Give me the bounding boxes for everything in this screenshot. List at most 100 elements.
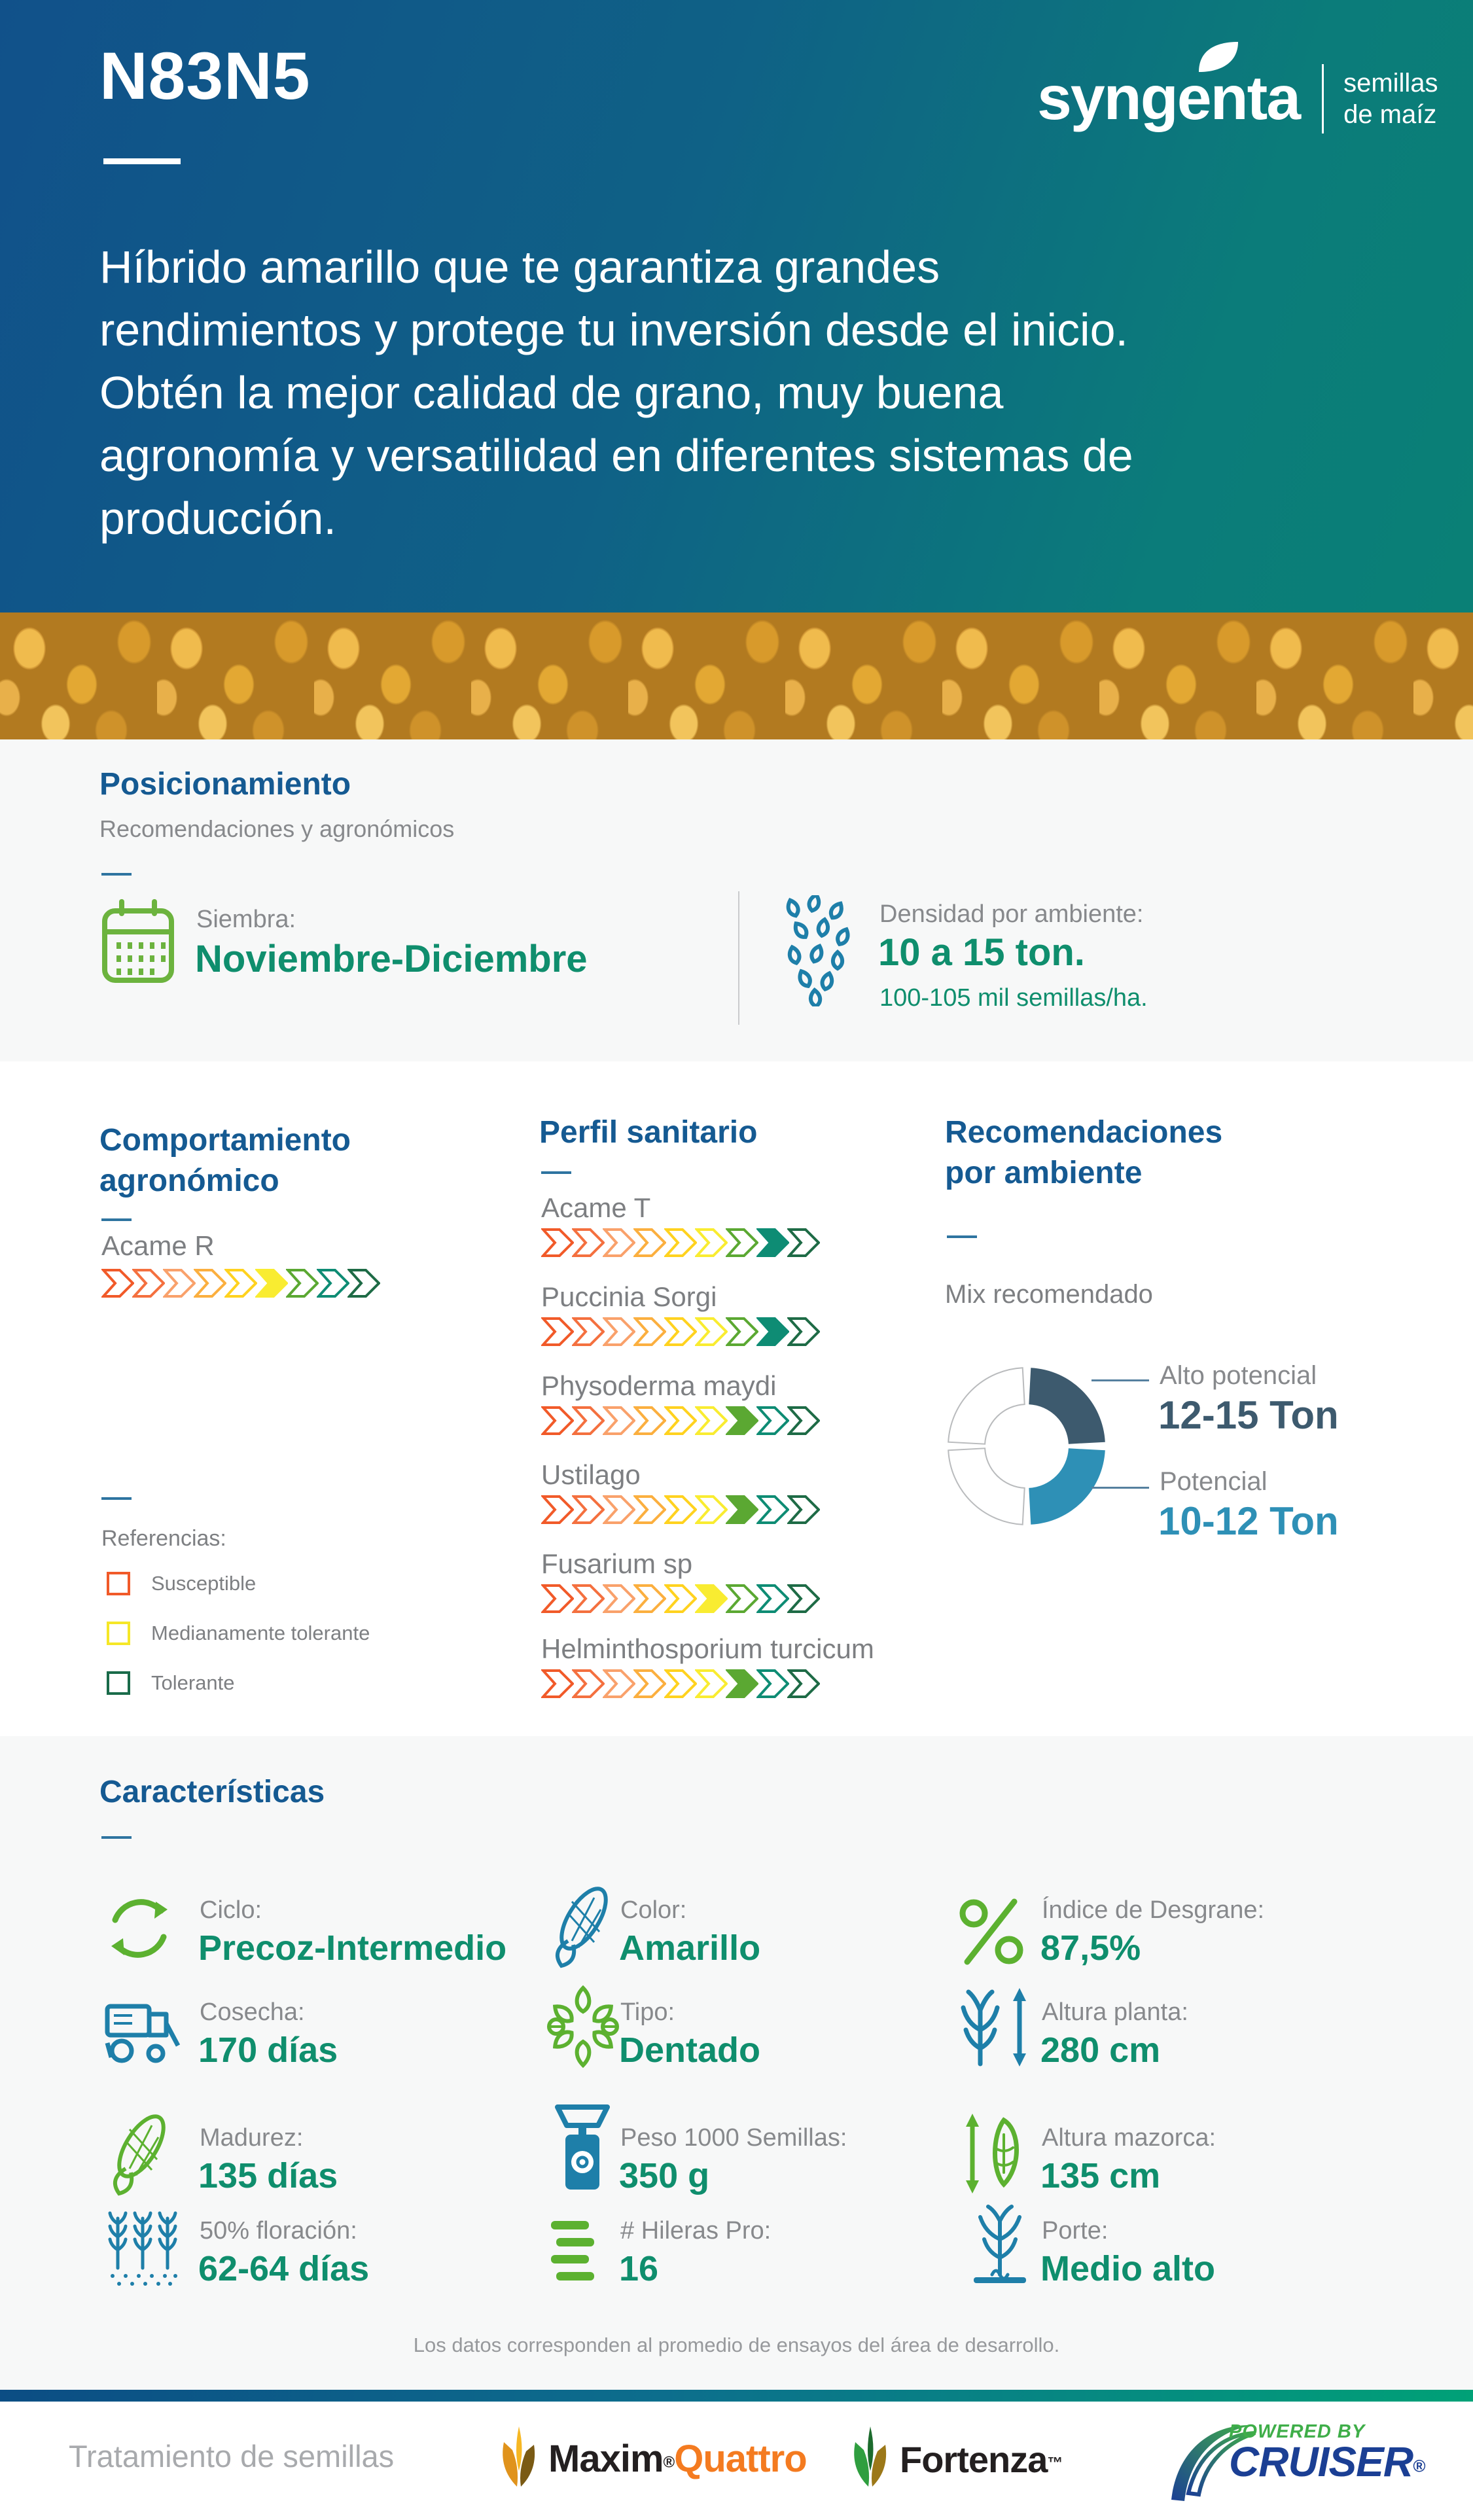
corn-cob-icon	[113, 2114, 166, 2196]
cruiser-text: CRUISER	[1229, 2438, 1413, 2485]
feature-label: # Hileras Pro:	[620, 2217, 772, 2245]
comportamiento-title: Comportamiento agronómico	[99, 1120, 351, 1201]
perfil-title: Perfil sanitario	[539, 1115, 758, 1150]
powered-by-text: POWERED BY	[1229, 2421, 1366, 2442]
chevron-icon	[101, 1269, 134, 1298]
rating-scale	[101, 1268, 380, 1298]
feature-label: 50% floración:	[200, 2217, 357, 2245]
percent-icon	[959, 1898, 1023, 1965]
chevron-icon	[603, 1584, 635, 1613]
feature-label: Porte:	[1042, 2217, 1109, 2245]
chevron-icon	[317, 1269, 349, 1298]
column-divider	[738, 891, 739, 1025]
harvester-icon	[105, 2004, 181, 2063]
cruiser-swoosh-icon	[1171, 2424, 1256, 2501]
chevron-icon	[695, 1495, 728, 1524]
alto-potencial-value: 12-15 Ton	[1158, 1393, 1339, 1437]
feature-label: Madurez:	[200, 2124, 304, 2152]
section-rule	[101, 1218, 132, 1221]
section-rule	[541, 1171, 571, 1174]
chevron-icon	[255, 1269, 288, 1298]
mix-label: Mix recomendado	[945, 1280, 1153, 1309]
chevron-icon	[347, 1269, 380, 1298]
seed-flower-icon	[547, 1985, 619, 2068]
flowering-icon	[108, 2211, 177, 2286]
feature-value: Precoz-Intermedio	[198, 1928, 507, 1968]
chevron-icon	[664, 1584, 697, 1613]
chevron-icon	[756, 1584, 789, 1613]
section-rule	[101, 1497, 132, 1500]
chevron-icon	[572, 1669, 605, 1698]
disease-name: Physoderma maydi	[541, 1370, 777, 1401]
chevron-icon	[726, 1669, 758, 1698]
scale-icon	[555, 2104, 610, 2190]
chevron-icon	[726, 1317, 758, 1346]
chevron-icon	[194, 1269, 226, 1298]
chevron-icon	[756, 1228, 789, 1257]
chevron-icon	[756, 1669, 789, 1698]
feature-label: Altura mazorca:	[1042, 2124, 1216, 2152]
feature-label: Peso 1000 Semillas:	[620, 2124, 847, 2152]
cycle-icon	[111, 1899, 168, 1958]
chevron-icon	[695, 1317, 728, 1346]
description-line: producción.	[99, 493, 336, 544]
chevron-icon	[664, 1495, 697, 1524]
chevron-icon	[224, 1269, 257, 1298]
maxim-text: Maxim	[548, 2438, 664, 2480]
donut-slice-empty	[948, 1367, 1025, 1445]
rating-scale	[541, 1669, 820, 1699]
densidad-label: Densidad por ambiente:	[879, 900, 1144, 928]
fortenza-tm-mark: ™	[1047, 2454, 1063, 2472]
chevron-icon	[726, 1228, 758, 1257]
feature-value: Dentado	[619, 2031, 760, 2070]
legend-swatch	[107, 1671, 130, 1695]
description-line: Obtén la mejor calidad de grano, muy bue…	[99, 367, 1004, 418]
legend-item-susceptible: Susceptible	[107, 1572, 256, 1595]
maxim-quattro-wordmark: Maxim®Quattro	[548, 2437, 807, 2481]
densidad-value: 10 a 15 ton.	[878, 931, 1085, 974]
feature-value: 87,5%	[1040, 1928, 1141, 1968]
maxim-registered-mark: ®	[663, 2453, 675, 2472]
rating-scale	[541, 1317, 820, 1347]
chevron-icon	[633, 1669, 666, 1698]
chevron-icon	[572, 1228, 605, 1257]
chevron-icon	[633, 1584, 666, 1613]
logo-divider	[1322, 63, 1324, 133]
chevron-icon	[726, 1584, 758, 1613]
disease-name: Fusarium sp	[541, 1548, 693, 1579]
disease-name: Helminthosporium turcicum	[541, 1633, 874, 1664]
feature-label: Cosecha:	[200, 1998, 305, 2026]
chevron-icon	[787, 1495, 820, 1524]
recomendaciones-title-line2: por ambiente	[945, 1156, 1143, 1190]
chevron-icon	[664, 1406, 697, 1435]
potencial-label: Potencial	[1160, 1467, 1268, 1496]
chevron-icon	[572, 1317, 605, 1346]
hero-banner: N83N5 syngenta semillas de maíz Híbrido …	[0, 0, 1473, 612]
product-description: Híbrido amarillo que te garantiza grande…	[99, 236, 1146, 550]
footer-label: Tratamiento de semillas	[69, 2439, 395, 2474]
plant-height-icon	[961, 1988, 1026, 2067]
chevron-icon	[603, 1317, 635, 1346]
rating-scale	[541, 1584, 820, 1614]
chevron-icon	[787, 1584, 820, 1613]
cruiser-registered-mark: ®	[1413, 2456, 1425, 2476]
chevron-icon	[603, 1669, 635, 1698]
chevron-icon	[163, 1269, 196, 1298]
legend-swatch	[107, 1622, 130, 1645]
quattro-text: Quattro	[674, 2438, 807, 2480]
title-underline	[103, 158, 181, 164]
chevron-icon	[132, 1269, 165, 1298]
siembra-label: Siembra:	[196, 906, 296, 933]
calendar-icon	[102, 899, 174, 983]
corn-kernels-photo	[0, 612, 1473, 739]
description-line: rendimientos y protege tu inversión desd…	[99, 304, 1128, 355]
syngenta-text: syngenta	[1037, 63, 1301, 133]
comportamiento-title-line1: Comportamiento	[99, 1123, 351, 1158]
fortenza-logo-icon	[854, 2426, 887, 2487]
recomendaciones-title-line1: Recomendaciones	[945, 1115, 1223, 1150]
maxim-quattro-logo-icon	[503, 2426, 535, 2487]
siembra-value: Noviembre-Diciembre	[195, 938, 588, 980]
chevron-icon	[756, 1495, 789, 1524]
product-title: N83N5	[99, 39, 311, 113]
recomendaciones-title: Recomendaciones por ambiente	[945, 1112, 1222, 1194]
